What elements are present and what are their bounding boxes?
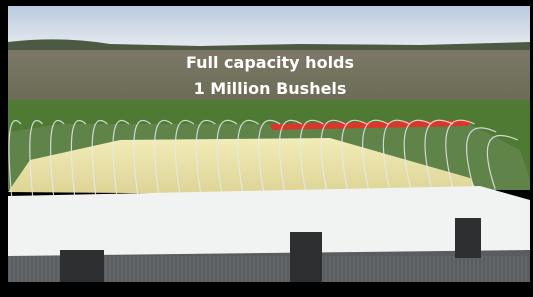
door [290, 232, 322, 282]
page: Full capacity holds 1 Million Bushels ((… [0, 0, 533, 297]
caption-line: Full capacity holds [186, 53, 354, 72]
white-wall [8, 186, 530, 258]
caption-line: 1 Million Bushels [194, 79, 347, 98]
door [455, 218, 481, 258]
door [60, 250, 104, 282]
video-frame: Full capacity holds 1 Million Bushels [0, 0, 533, 297]
